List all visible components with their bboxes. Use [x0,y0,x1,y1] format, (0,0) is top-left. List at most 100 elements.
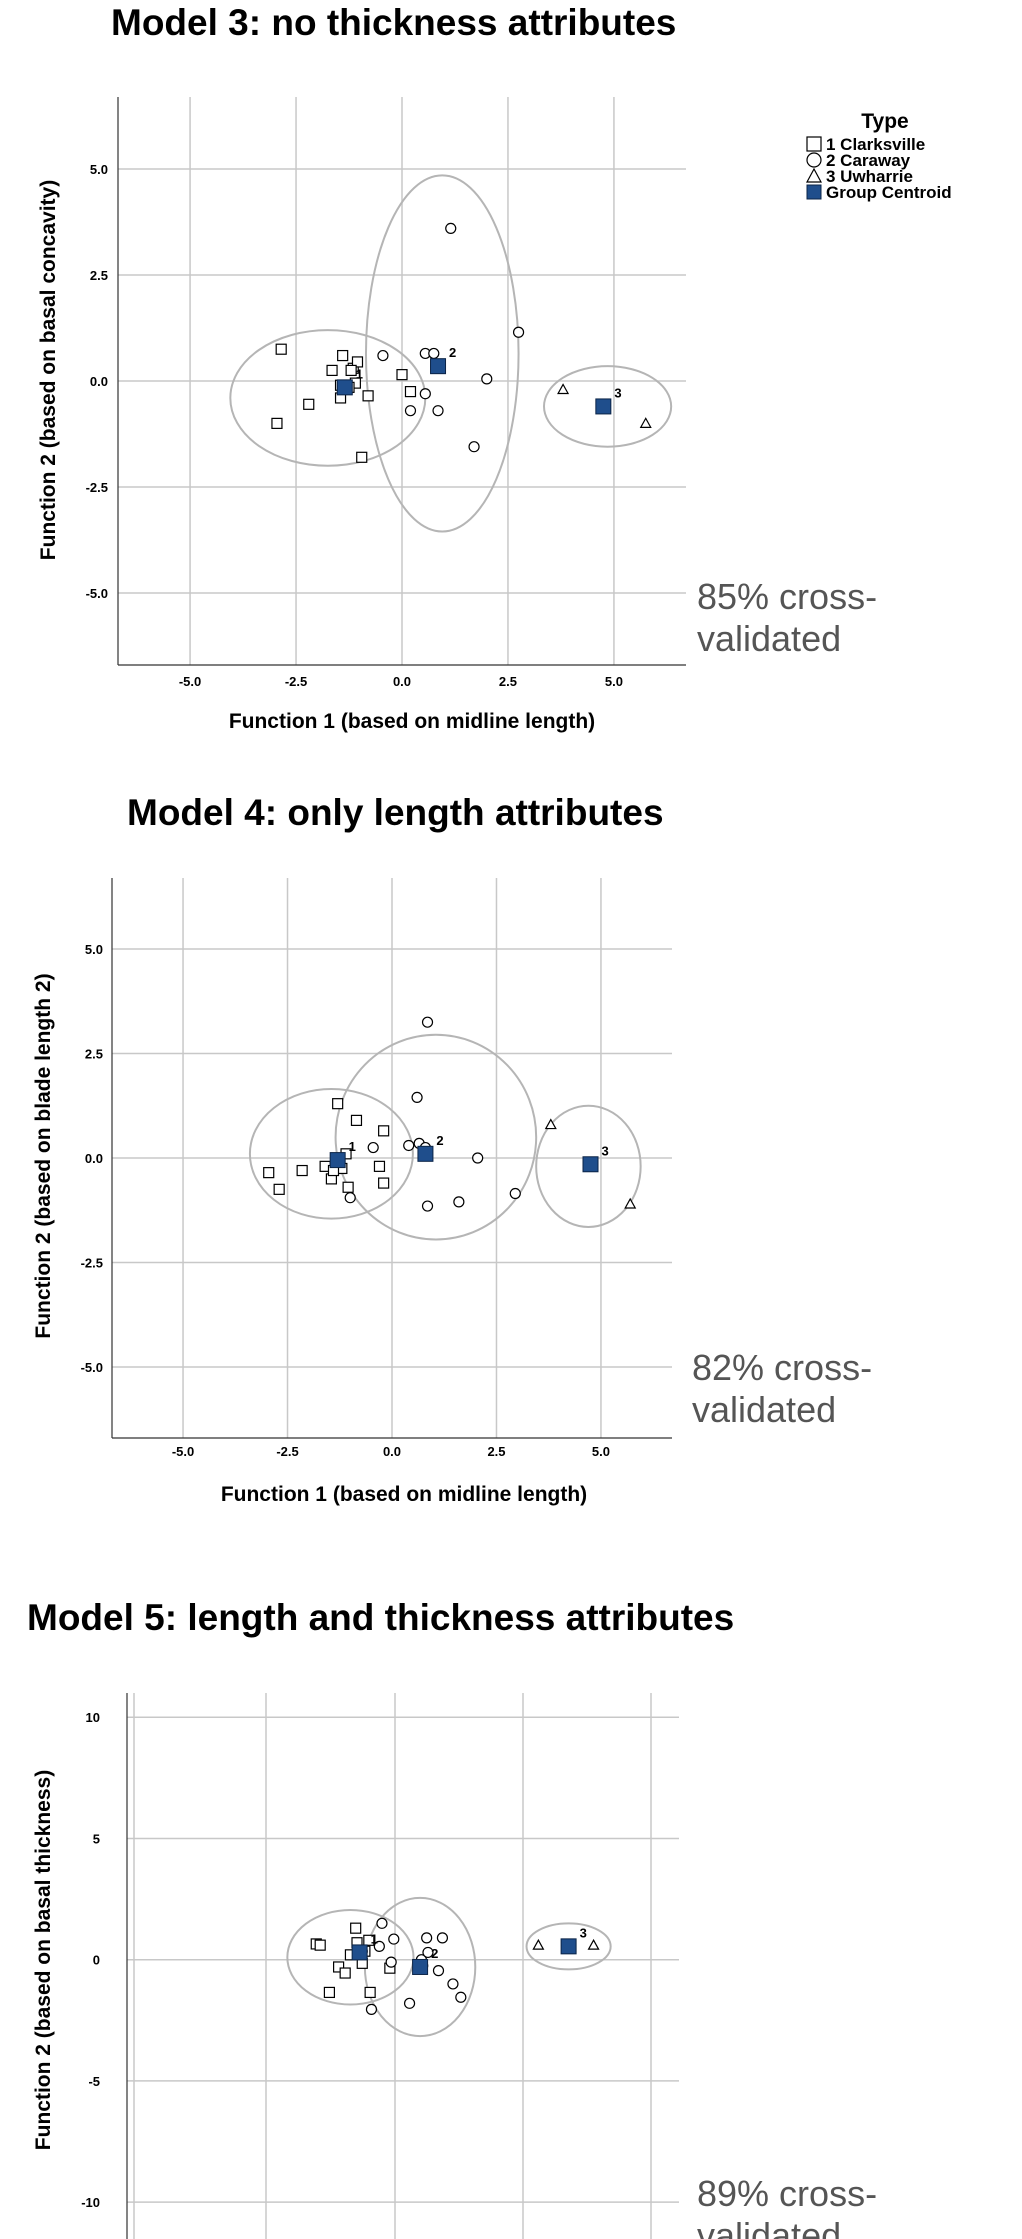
x-tick-label: -5.0 [172,1444,194,1459]
y-tick-label: 0 [93,1953,100,1968]
data-point [356,451,368,463]
data-point [385,1956,397,1968]
legend-label: 2 Caraway [826,151,911,170]
y-tick-label: 0.0 [90,374,108,389]
legend-marker-triangle [805,167,823,183]
centroid-label: 3 [614,385,621,400]
data-point [445,222,457,235]
centroid-label: 3 [580,1925,587,1940]
legend-label: 3 Uwharrie [826,167,913,186]
legend-marker-centroid [806,184,822,200]
group-ellipse-3 [543,365,673,448]
y-tick-label: 10 [86,1710,100,1725]
centroid-label: 2 [436,1133,443,1148]
data-point [337,349,349,362]
data-point [421,1200,434,1212]
data-point [557,383,570,395]
data-point [624,1197,637,1209]
data-point [342,1181,354,1193]
x-tick-label: -2.5 [285,674,307,689]
centroid-label: 1 [371,1931,378,1946]
x-axis-label: Function 1 (based on midline length) [229,710,595,733]
chart-title: Model 3: no thickness attributes [111,2,677,43]
y-tick-label: -5.0 [81,1360,103,1375]
data-point [271,417,283,429]
chart-title: Model 4: only length attributes [127,792,664,833]
group-centroid-point [351,1944,368,1961]
data-point [332,1098,344,1110]
cross-validation-note: 85% cross-validated [697,576,878,659]
y-axis-label: Function 2 (based on basal concavity) [37,180,60,560]
data-point [403,1139,415,1152]
group-ellipse-1 [286,1908,415,2006]
data-point [512,326,525,338]
data-point [376,1917,388,1929]
scatter-plot: 5.0 2.5 0.0 -2.5 -5.0 -5.0 -2.5 0.0 2.5 5.0 Functi… [37,97,952,733]
data-point [396,369,408,381]
y-axis-label: Function 2 (based on basal thickness) [32,1770,55,2150]
y-tick-label: -2.5 [81,1255,103,1270]
data-point [373,1940,385,1952]
data-point [373,1160,386,1172]
data-point [303,398,315,410]
group-ellipse-2 [334,1033,538,1241]
data-point [421,1016,434,1028]
data-point [333,1961,345,1973]
data-point [273,1183,285,1195]
data-point [378,1125,390,1137]
cross-validation-note: 82% cross-validated [692,1347,873,1430]
data-point [447,1978,459,1990]
x-axis-label: Function 1 (based on midline length) [221,1483,587,1506]
data-point [351,356,364,368]
y-tick-label: 5 [93,1831,100,1846]
data-point [587,1938,600,1950]
data-point [345,364,357,377]
y-tick-label: -5 [88,2074,100,2089]
data-point [421,1932,433,1944]
data-point [314,1939,326,1951]
cross-validation-note: 89% cross-validated [697,2173,878,2239]
y-tick-label: -2.5 [86,480,108,495]
legend-marker-square [806,136,822,152]
data-point [323,1986,335,1999]
centroid-label: 1 [356,366,363,381]
data-point [432,1965,445,1977]
x-tick-label: 0.0 [393,674,411,689]
x-tick-label: -2.5 [276,1444,298,1459]
data-point [481,373,493,385]
data-point [428,347,440,360]
group-ellipse-1 [248,1088,414,1220]
data-point [367,1141,379,1154]
group-centroid-point [430,358,447,375]
data-point [472,1152,484,1164]
data-point [344,1192,356,1204]
legend-marker-circle [806,152,822,168]
data-point [403,1997,416,2009]
x-tick-label: 5.0 [592,1444,610,1459]
y-tick-label: -10 [81,2195,100,2210]
centroid-label: 2 [431,1946,438,1961]
x-tick-label: -5.0 [179,674,201,689]
chart-model-3: Model 3: no thickness attributes 5.0 2.5 0… [0,0,1022,740]
centroid-label: 1 [349,1139,356,1154]
group-centroid-point [595,398,612,415]
scatter-plot: 10 5 0 -5 -10 Function 2 (based on basal thic… [32,1693,679,2239]
data-point [453,1196,465,1208]
data-point [436,1932,449,1944]
data-point [296,1164,308,1177]
data-point [468,441,480,453]
x-tick-label: 2.5 [499,674,517,689]
data-point [378,1177,390,1189]
x-tick-label: 2.5 [487,1444,505,1459]
legend-label: 1 Clarksville [826,135,925,154]
scatter-plot: 5.0 2.5 0.0 -2.5 -5.0 -5.0 -2.5 0.0 2.5 5.0 Functi… [32,878,672,1506]
chart-model-4: Model 4: only length attributes 5.0 2.5 0.… [0,775,1022,1545]
data-point [364,1986,376,1999]
group-centroid-point [417,1145,434,1162]
group-ellipse-3 [525,1922,612,1971]
chart-model-5: Model 5: length and thickness attributes… [0,1580,1022,2239]
data-point [275,343,287,355]
data-point [362,390,374,402]
y-tick-label: -5.0 [86,586,108,601]
centroid-label: 3 [602,1143,609,1158]
